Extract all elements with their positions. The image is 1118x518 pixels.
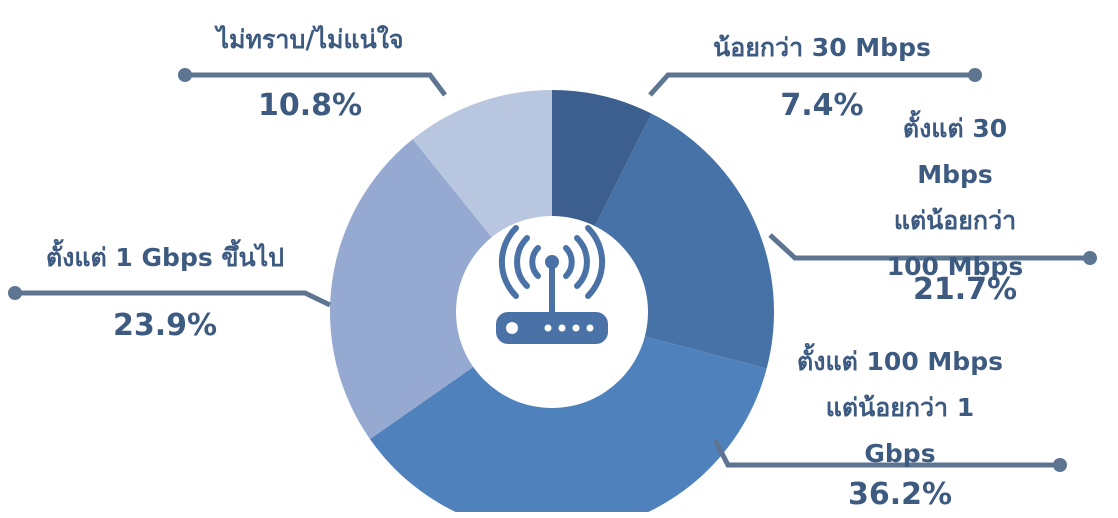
category-label: ตั้งแต่ 100 Mbps แต่น้อยกว่า 1 Gbps bbox=[797, 347, 1003, 468]
value-label: 10.8% bbox=[257, 88, 363, 123]
value-label: 7.4% bbox=[780, 88, 864, 123]
value-label: 21.7% bbox=[912, 272, 1018, 307]
value-label: 36.2% bbox=[847, 477, 953, 512]
router-icon bbox=[496, 225, 608, 344]
category-label: ตั้งแต่ 1 Gbps ขึ้นไป bbox=[45, 243, 285, 272]
category-label: ไม่ทราบ/ไม่แน่ใจ bbox=[216, 25, 404, 54]
slice bbox=[369, 312, 767, 512]
value-label: 23.9% bbox=[112, 308, 218, 343]
slice bbox=[330, 139, 552, 440]
category-label: น้อยกว่า 30 Mbps bbox=[713, 33, 931, 62]
leader-lines bbox=[8, 68, 1097, 472]
category-label: ตั้งแต่ 30 Mbps แต่น้อยกว่า 100 Mbps bbox=[886, 114, 1024, 281]
